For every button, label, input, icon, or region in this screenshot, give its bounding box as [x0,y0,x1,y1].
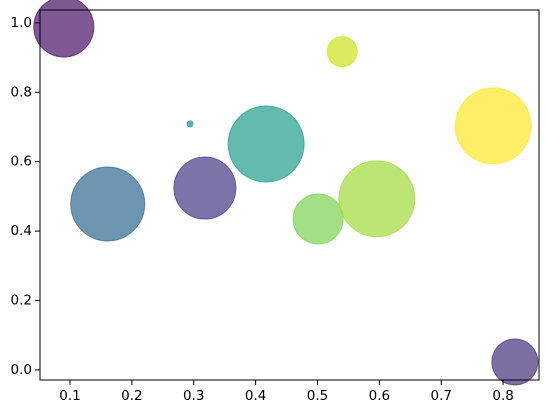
y-tick-label: 0.8 [11,84,32,100]
y-tick-label: 0.2 [11,293,32,309]
y-tick-label: 0.0 [11,362,32,378]
y-tick-label: 1.0 [11,15,32,31]
x-tick-label: 0.1 [59,388,80,404]
axes-frame [39,9,540,381]
bubble [33,0,95,58]
x-tick-label: 0.3 [183,388,204,404]
x-tick-label: 0.2 [121,388,142,404]
y-tick-label: 0.4 [11,223,32,239]
bubble [491,338,539,386]
bubble [186,120,194,128]
bubble [454,87,532,165]
x-tick-label: 0.8 [492,388,513,404]
bubble [338,160,416,238]
bubble [173,156,237,220]
marks [33,0,539,386]
x-tick-label: 0.4 [245,388,266,404]
y-tick-label: 0.6 [11,154,32,170]
bubble [70,166,146,242]
x-tick-label: 0.5 [307,388,328,404]
x-tick-label: 0.7 [430,388,451,404]
bubble [227,105,305,183]
x-tick-label: 0.6 [369,388,390,404]
bubble [292,193,344,245]
bubble [326,36,358,68]
